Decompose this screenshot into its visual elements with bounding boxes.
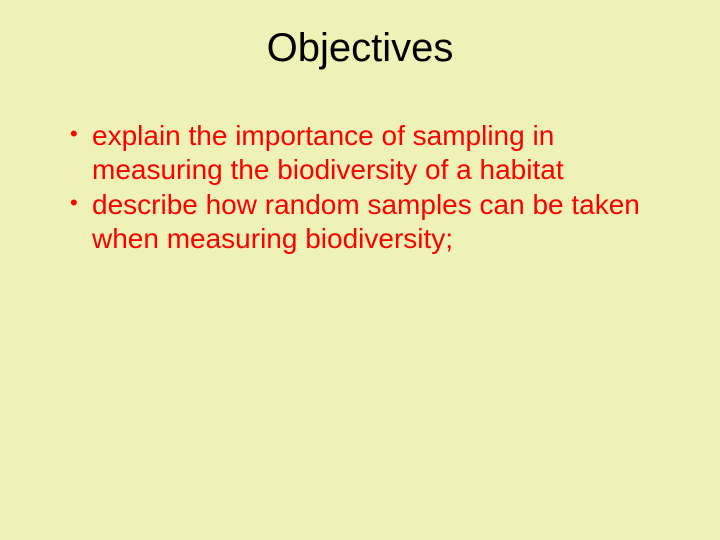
list-item: describe how random samples can be taken… (70, 188, 672, 255)
list-item: explain the importance of sampling in me… (70, 119, 672, 186)
slide: Objectives explain the importance of sam… (0, 0, 720, 540)
bullet-list: explain the importance of sampling in me… (48, 119, 672, 255)
slide-title: Objectives (48, 26, 672, 71)
